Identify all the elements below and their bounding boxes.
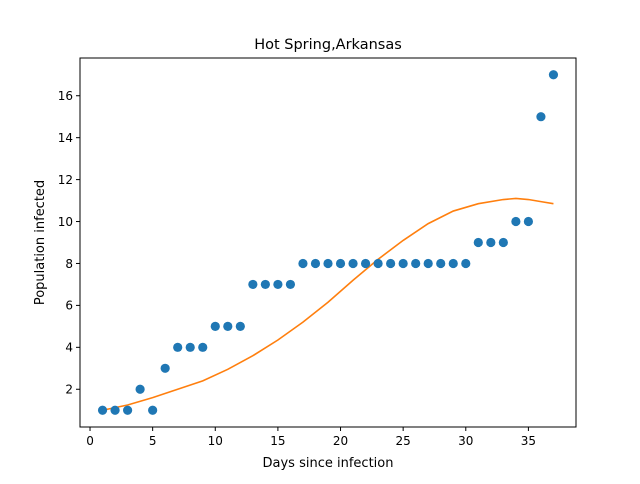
fit-curve-layer xyxy=(102,197,554,412)
data-point xyxy=(235,321,245,331)
data-point xyxy=(473,237,483,248)
data-point xyxy=(511,216,521,227)
x-axis-label: Days since infection xyxy=(263,456,394,471)
data-point xyxy=(173,342,183,352)
y-axis-ticks: 2 4 6 8 10 12 14 16 xyxy=(58,89,80,397)
data-point xyxy=(448,258,458,269)
y-tick-label: 10 xyxy=(58,215,73,229)
fit-curve-line xyxy=(102,197,554,412)
data-point xyxy=(536,112,546,122)
data-point xyxy=(386,258,396,269)
data-point xyxy=(110,405,120,415)
data-point xyxy=(285,279,296,290)
x-tick-label: 25 xyxy=(396,434,411,448)
y-tick-label: 8 xyxy=(65,257,73,271)
data-point xyxy=(148,405,158,415)
x-tick-label: 10 xyxy=(208,434,223,448)
data-point xyxy=(97,405,108,415)
y-tick-label: 4 xyxy=(65,341,73,355)
data-point xyxy=(160,363,170,373)
x-tick-label: 0 xyxy=(86,434,94,448)
data-point xyxy=(436,258,446,269)
y-axis-label: Population infected xyxy=(33,180,48,305)
data-point xyxy=(198,342,208,352)
data-point xyxy=(423,258,433,269)
x-tick-label: 15 xyxy=(270,434,285,448)
x-tick-label: 5 xyxy=(149,434,157,448)
plot-frame xyxy=(79,57,577,428)
data-points-layer xyxy=(97,70,559,415)
data-point xyxy=(360,258,371,269)
data-point xyxy=(523,216,534,227)
data-point xyxy=(411,258,421,269)
y-tick-label: 16 xyxy=(58,89,73,103)
data-point xyxy=(248,279,258,290)
data-point xyxy=(461,258,471,269)
data-point xyxy=(273,279,283,290)
data-point xyxy=(310,258,321,269)
data-point xyxy=(123,405,133,415)
data-point xyxy=(298,258,308,269)
data-point xyxy=(498,237,508,248)
y-tick-label: 6 xyxy=(65,299,73,313)
data-point xyxy=(348,258,358,269)
x-tick-label: 30 xyxy=(458,434,473,448)
data-point xyxy=(185,342,195,352)
data-point xyxy=(398,258,408,269)
data-point xyxy=(135,384,145,394)
data-point xyxy=(210,321,220,331)
data-point xyxy=(335,258,346,269)
chart-title: Hot Spring,Arkansas xyxy=(254,37,402,53)
data-point xyxy=(223,321,233,331)
x-axis-ticks: 0 5 10 15 20 25 30 35 xyxy=(86,427,536,448)
data-point xyxy=(486,237,496,248)
y-tick-label: 12 xyxy=(58,173,73,187)
x-tick-label: 35 xyxy=(521,434,536,448)
data-point xyxy=(373,258,383,269)
data-point xyxy=(323,258,333,269)
data-point xyxy=(260,279,270,290)
y-tick-label: 2 xyxy=(65,383,73,397)
y-tick-label: 14 xyxy=(58,131,73,145)
x-tick-label: 20 xyxy=(333,434,348,448)
data-point xyxy=(548,70,559,80)
